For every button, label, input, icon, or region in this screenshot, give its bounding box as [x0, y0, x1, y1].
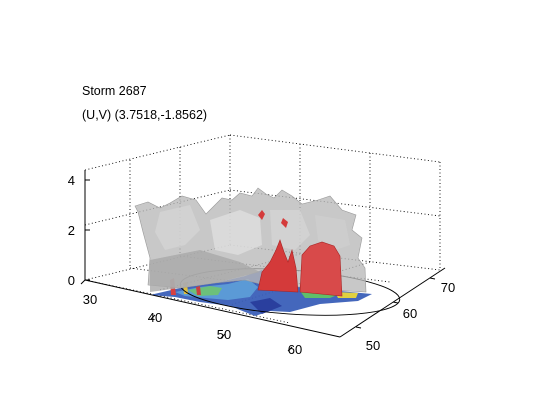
chart-subtitle: (U,V) (3.7518,-1.8562): [82, 108, 207, 122]
x-tick-mark: [81, 280, 85, 284]
chart-title: Storm 2687: [82, 84, 147, 98]
z-tick-label: 0: [68, 273, 75, 288]
y-tick-mark: [393, 302, 398, 303]
x-tick-label: 40: [148, 310, 162, 325]
x-tick-label: 50: [217, 327, 231, 342]
z-tick-label: 4: [68, 173, 75, 188]
x-tick-label: 30: [83, 292, 97, 307]
y-tick-label: 70: [441, 280, 455, 295]
x-tick-label: 60: [288, 342, 302, 357]
y-tick-label: 60: [403, 306, 417, 321]
y-tick-mark: [430, 278, 435, 279]
y-tick-label: 50: [366, 338, 380, 353]
y-tick-mark: [356, 327, 361, 328]
z-tick-label: 2: [68, 223, 75, 238]
